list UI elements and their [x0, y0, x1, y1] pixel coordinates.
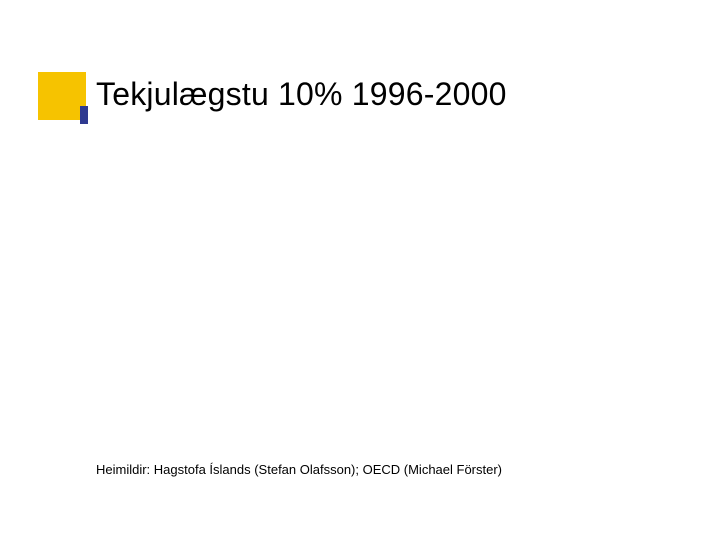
accent-square — [38, 72, 86, 120]
source-citation: Heimildir: Hagstofa Íslands (Stefan Olaf… — [96, 462, 502, 477]
title-bullet-bar — [80, 106, 88, 124]
slide-title: Tekjulægstu 10% 1996-2000 — [96, 76, 507, 113]
